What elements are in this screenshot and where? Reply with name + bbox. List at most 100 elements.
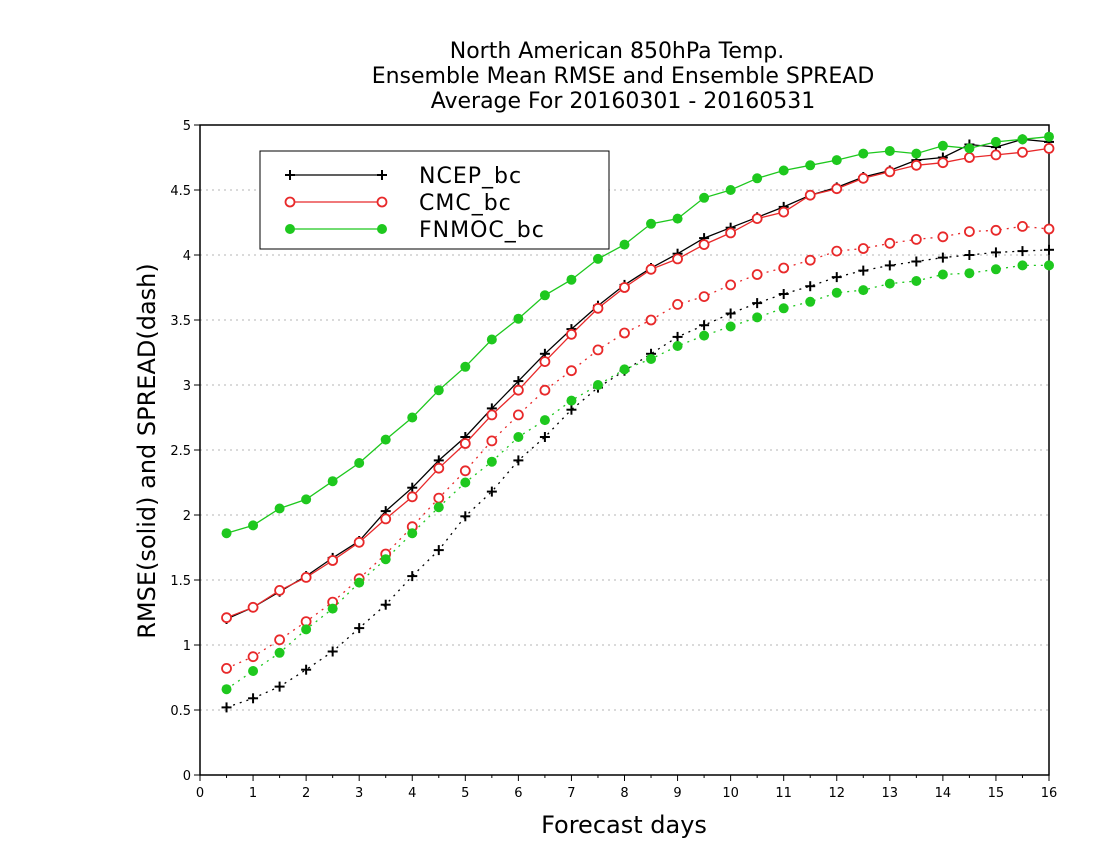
x-tick-label: 2 bbox=[302, 786, 310, 801]
data-point-cmc-bc-rmse bbox=[645, 263, 657, 275]
data-point-fnmoc-bc-spread bbox=[539, 415, 550, 426]
data-point-cmc-bc-spread bbox=[964, 226, 975, 238]
data-point-cmc-bc-spread bbox=[672, 298, 683, 310]
data-point-fnmoc-bc-spread bbox=[778, 303, 789, 314]
data-point-fnmoc-bc-rmse bbox=[566, 274, 577, 285]
legend-label: NCEP_bc bbox=[419, 164, 522, 189]
data-point-fnmoc-bc-spread bbox=[433, 502, 444, 513]
data-point-ncep-bc-spread bbox=[327, 646, 338, 657]
chart-title-line-3: Average For 20160301 - 20160531 bbox=[431, 89, 816, 114]
data-point-cmc-bc-spread bbox=[486, 435, 498, 447]
data-point-cmc-bc-rmse bbox=[221, 612, 232, 624]
data-point-fnmoc-bc-rmse bbox=[805, 160, 816, 171]
series-fnmoc-bc bbox=[221, 131, 1054, 695]
data-point-fnmoc-bc-spread bbox=[248, 666, 259, 676]
data-point-cmc-bc-rmse bbox=[274, 585, 285, 596]
data-point-fnmoc-bc-rmse bbox=[964, 143, 975, 154]
data-point-fnmoc-bc-spread bbox=[858, 285, 869, 296]
data-point-fnmoc-bc-rmse bbox=[407, 412, 418, 423]
data-point-fnmoc-bc-spread bbox=[407, 528, 418, 539]
data-point-fnmoc-bc-rmse bbox=[1017, 134, 1028, 145]
data-point-ncep-bc-spread bbox=[752, 298, 763, 309]
data-point-ncep-bc-spread bbox=[354, 623, 365, 634]
data-point-fnmoc-bc-rmse bbox=[327, 476, 338, 487]
legend-marker bbox=[376, 196, 388, 208]
x-tick-label: 4 bbox=[408, 786, 416, 801]
data-point-cmc-bc-spread bbox=[645, 314, 657, 326]
legend-item-ncep-bc: NCEP_bc bbox=[285, 164, 522, 189]
data-point-cmc-bc-spread bbox=[804, 254, 816, 266]
y-tick-label: 4.5 bbox=[170, 184, 191, 199]
data-point-fnmoc-bc-spread bbox=[513, 432, 524, 442]
x-tick-label: 10 bbox=[722, 786, 739, 801]
data-point-fnmoc-bc-rmse bbox=[1044, 131, 1054, 142]
axes: 00.511.522.533.544.550 1 2 3 4 5 6 7 8 9 10 11 12 13 1… bbox=[170, 119, 1057, 801]
legend-marker bbox=[377, 224, 387, 234]
data-point-fnmoc-bc-rmse bbox=[778, 165, 789, 176]
data-point-cmc-bc-rmse bbox=[1043, 142, 1055, 154]
data-point-fnmoc-bc-spread bbox=[937, 269, 948, 280]
data-point-ncep-bc-spread bbox=[274, 681, 285, 692]
data-point-ncep-bc-spread bbox=[301, 664, 312, 675]
data-point-cmc-bc-rmse bbox=[300, 572, 312, 583]
data-point-fnmoc-bc-spread bbox=[725, 321, 736, 332]
data-point-cmc-bc-rmse bbox=[406, 491, 418, 503]
data-point-cmc-bc-rmse bbox=[804, 189, 816, 201]
data-point-fnmoc-bc-spread bbox=[911, 276, 922, 286]
data-point-fnmoc-bc-spread bbox=[301, 624, 312, 635]
data-point-fnmoc-bc-rmse bbox=[592, 253, 603, 264]
data-point-cmc-bc-spread bbox=[698, 291, 710, 303]
data-point-fnmoc-bc-spread bbox=[884, 278, 895, 289]
data-point-cmc-bc-rmse bbox=[751, 213, 763, 225]
data-point-fnmoc-bc-rmse bbox=[221, 528, 232, 539]
y-tick-label: 1 bbox=[183, 639, 191, 654]
data-point-ncep-bc-spread bbox=[725, 308, 736, 319]
data-point-ncep-bc-spread bbox=[990, 247, 1001, 258]
data-point-ncep-bc-spread bbox=[380, 599, 391, 610]
data-point-fnmoc-bc-spread bbox=[619, 364, 630, 375]
data-point-ncep-bc-rmse bbox=[407, 482, 418, 493]
data-point-cmc-bc-rmse bbox=[486, 409, 498, 421]
data-point-cmc-bc-spread bbox=[592, 344, 604, 356]
data-point-cmc-bc-rmse bbox=[619, 282, 630, 293]
data-point-cmc-bc-rmse bbox=[433, 462, 445, 474]
y-tick-label: 0 bbox=[183, 769, 191, 784]
data-point-ncep-bc-spread bbox=[884, 260, 895, 271]
data-point-ncep-bc-spread bbox=[672, 331, 683, 342]
data-point-cmc-bc-rmse bbox=[592, 302, 604, 314]
y-tick-label: 3 bbox=[183, 379, 191, 394]
data-point-fnmoc-bc-rmse bbox=[354, 458, 365, 468]
series-line-fnmoc-bc-spread bbox=[226, 264, 1049, 690]
data-point-fnmoc-bc-rmse bbox=[248, 520, 259, 531]
data-point-cmc-bc-spread bbox=[884, 237, 896, 249]
data-point-cmc-bc-rmse bbox=[1017, 146, 1028, 158]
data-point-ncep-bc-spread bbox=[513, 455, 524, 466]
series-line-ncep-bc-spread bbox=[226, 249, 1050, 709]
x-tick-label: 16 bbox=[1041, 786, 1058, 801]
data-point-fnmoc-bc-spread bbox=[486, 456, 497, 467]
data-point-cmc-bc-spread bbox=[725, 279, 737, 291]
data-point-ncep-bc-spread bbox=[805, 281, 816, 292]
data-point-cmc-bc-rmse bbox=[566, 328, 577, 340]
data-point-fnmoc-bc-rmse bbox=[725, 185, 736, 195]
data-point-cmc-bc-spread bbox=[831, 245, 843, 257]
x-tick-label: 12 bbox=[828, 786, 845, 801]
x-tick-label: 3 bbox=[355, 786, 363, 801]
data-point-ncep-bc-spread bbox=[539, 432, 550, 442]
data-point-fnmoc-bc-rmse bbox=[911, 148, 922, 159]
data-point-fnmoc-bc-spread bbox=[274, 647, 285, 658]
y-axis-label: RMSE(solid) and SPREAD(dash) bbox=[133, 263, 161, 639]
data-point-cmc-bc-rmse bbox=[884, 166, 896, 178]
data-point-fnmoc-bc-rmse bbox=[752, 173, 763, 184]
data-point-ncep-bc-spread bbox=[433, 545, 444, 556]
data-point-fnmoc-bc-rmse bbox=[380, 434, 391, 445]
y-tick-label: 3.5 bbox=[170, 314, 191, 329]
data-point-cmc-bc-spread bbox=[566, 365, 577, 377]
data-point-fnmoc-bc-rmse bbox=[937, 140, 948, 151]
data-point-ncep-bc-spread bbox=[1017, 246, 1028, 257]
data-point-cmc-bc-spread bbox=[778, 262, 790, 274]
data-point-cmc-bc-spread bbox=[459, 465, 471, 477]
data-point-fnmoc-bc-spread bbox=[646, 354, 657, 364]
data-point-fnmoc-bc-rmse bbox=[539, 290, 550, 301]
